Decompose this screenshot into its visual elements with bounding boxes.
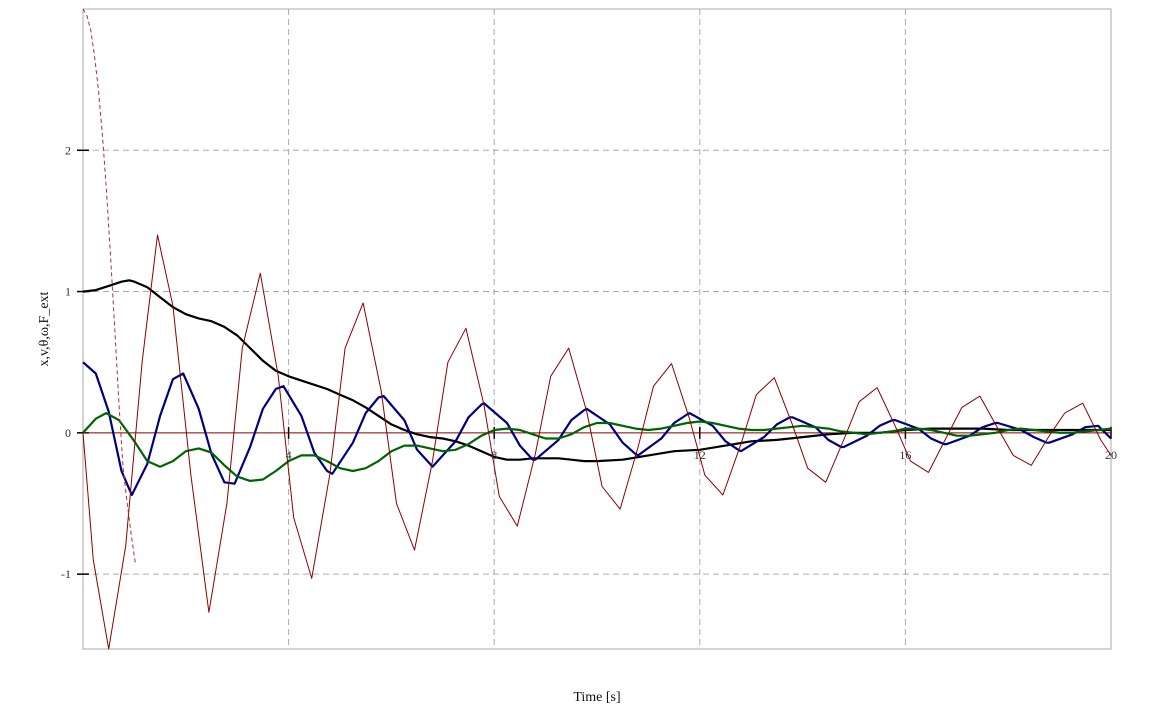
y-axis-label: x,v,θ,ω,F_ext (37, 291, 52, 366)
series-group (82, 8, 1112, 650)
series-line-2 (82, 361, 1112, 497)
y-tick-label: 2 (65, 143, 71, 157)
series-line-4 (82, 234, 1112, 650)
series-line-5 (82, 8, 136, 563)
plot-frame (82, 8, 1112, 650)
y-tick-label: 1 (65, 285, 71, 299)
series-line-3 (82, 412, 1112, 482)
grid (83, 9, 1111, 649)
series-line-1 (82, 279, 1111, 463)
axes (77, 149, 1112, 575)
x-tick-label: 8 (491, 448, 497, 462)
x-axis-label: Time [s] (573, 690, 620, 705)
y-tick-label: -1 (61, 567, 71, 581)
y-tick-label: 0 (65, 426, 71, 440)
x-tick-label: 16 (899, 448, 911, 462)
x-tick-label: 4 (286, 448, 292, 462)
x-tick-label: 20 (1105, 448, 1117, 462)
x-tick-label: 12 (694, 448, 706, 462)
